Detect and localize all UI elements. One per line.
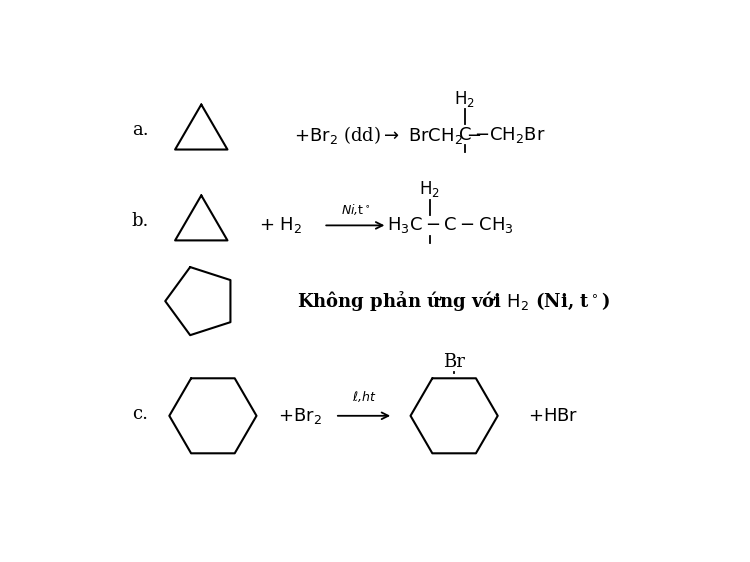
Text: Không phản ứng với $\mathrm{H_2}$ (Ni, t$^\circ$): Không phản ứng với $\mathrm{H_2}$ (Ni, t… [297, 289, 610, 313]
Text: Br: Br [443, 353, 465, 371]
Text: $\ell$,ht: $\ell$,ht [352, 389, 376, 404]
Text: $\mathrm{C}$: $\mathrm{C}$ [458, 125, 471, 143]
Text: Ni,$\mathrm{t}^\circ$: Ni,$\mathrm{t}^\circ$ [340, 202, 370, 217]
Text: $+\mathrm{HBr}$: $+\mathrm{HBr}$ [528, 407, 578, 425]
Text: c.: c. [132, 405, 148, 423]
Text: $+\ \mathrm{H_2}$: $+\ \mathrm{H_2}$ [260, 215, 303, 235]
Text: a.: a. [132, 121, 148, 139]
Text: $\mathrm{H_2}$: $\mathrm{H_2}$ [419, 179, 440, 200]
Text: $+\mathrm{Br_2}$: $+\mathrm{Br_2}$ [278, 406, 322, 426]
Text: $\mathrm{H_3C}-\mathrm{C}-\mathrm{CH_3}$: $\mathrm{H_3C}-\mathrm{C}-\mathrm{CH_3}$ [387, 215, 514, 235]
Text: b.: b. [131, 212, 149, 230]
Text: $-\mathrm{CH_2Br}$: $-\mathrm{CH_2Br}$ [475, 125, 546, 144]
Text: $+\mathrm{Br_2}$ (dd)$\rightarrow$ $\mathrm{BrCH_2}-$: $+\mathrm{Br_2}$ (dd)$\rightarrow$ $\mat… [294, 124, 482, 146]
Text: $\mathrm{H_2}$: $\mathrm{H_2}$ [454, 89, 475, 108]
